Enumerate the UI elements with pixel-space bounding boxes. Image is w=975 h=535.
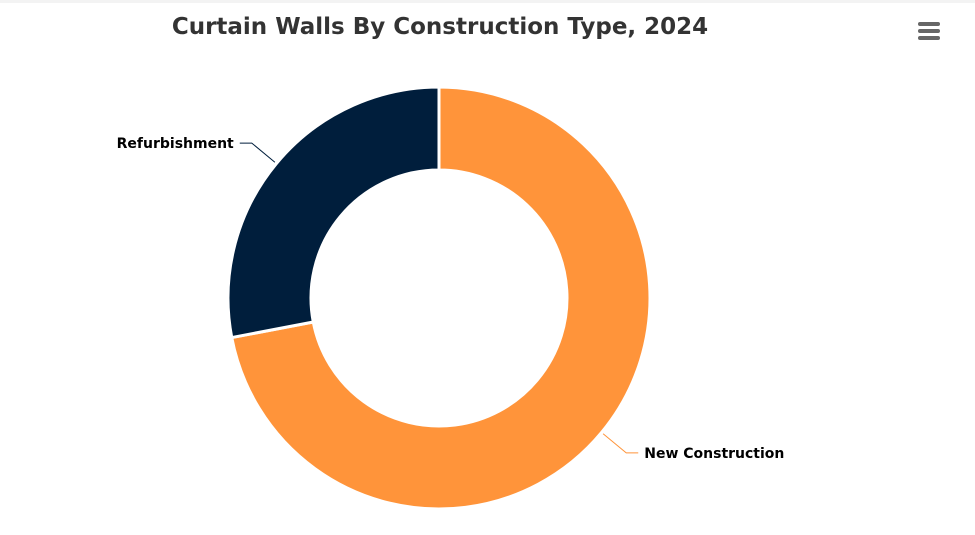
hamburger-menu-icon[interactable] xyxy=(912,18,946,44)
label-connectors xyxy=(239,142,639,454)
top-border xyxy=(0,0,975,3)
connector-new-construction xyxy=(602,433,639,454)
data-label-refurbishment: Refurbishment xyxy=(117,136,234,152)
donut-slices xyxy=(226,85,652,511)
slice-new-construction[interactable] xyxy=(230,85,652,511)
slice-refurbishment[interactable] xyxy=(226,85,441,340)
data-label-new-construction: New Construction xyxy=(644,446,784,462)
data-labels: New Construction Refurbishment xyxy=(117,136,785,462)
chart-title: Curtain Walls By Construction Type, 2024 xyxy=(171,14,709,40)
menu-bar xyxy=(918,22,940,26)
connector-refurbishment xyxy=(239,142,276,163)
menu-bar xyxy=(918,29,940,33)
menu-bar xyxy=(918,36,940,40)
